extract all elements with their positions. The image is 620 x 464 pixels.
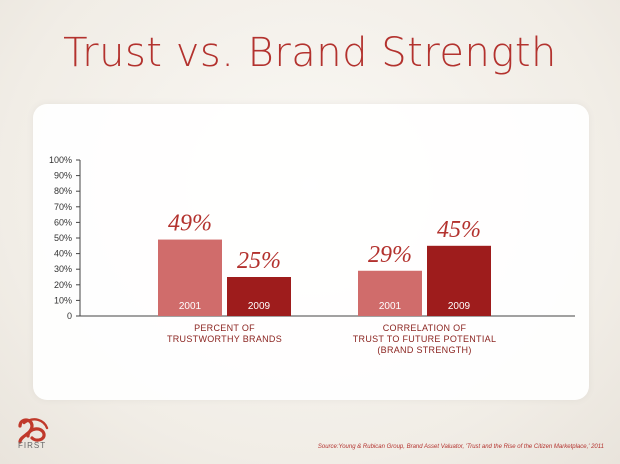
y-tick-label: 30% (54, 264, 72, 274)
bar-value-label: 29% (368, 242, 412, 268)
bar-2001 (158, 239, 222, 316)
category-label: TRUST TO FUTURE POTENTIAL (353, 334, 497, 344)
category-label: (BRAND STRENGTH) (377, 345, 471, 355)
y-tick-label: 50% (54, 233, 72, 243)
y-tick-label: 20% (54, 280, 72, 290)
bar-value-label: 49% (168, 211, 212, 237)
y-tick-label: 40% (54, 249, 72, 259)
bar-value-label: 45% (437, 217, 481, 243)
bar-year-label: 2009 (248, 301, 271, 312)
y-tick-label: 10% (54, 295, 72, 305)
bar-year-label: 2009 (448, 301, 471, 312)
bar-2001 (358, 270, 422, 316)
y-tick-label: 70% (54, 202, 72, 212)
y-tick-label: 100% (49, 155, 72, 165)
y-tick-label: 80% (54, 186, 72, 196)
logo-text: FIRST (18, 441, 47, 450)
chart-panel (33, 104, 589, 400)
page-title: Trust vs. Brand Strength (63, 30, 557, 76)
bar-year-label: 2001 (179, 301, 202, 312)
bar-2009 (427, 245, 491, 316)
source-citation: Source:Young & Rubican Group, Brand Asse… (317, 444, 604, 450)
bar-value-label: 25% (237, 248, 281, 274)
category-label: TRUSTWORTHY BRANDS (167, 334, 282, 344)
y-tick-label: 60% (54, 217, 72, 227)
bar-year-label: 2001 (379, 301, 402, 312)
category-label: PERCENT OF (194, 323, 255, 333)
bar-2009 (227, 277, 291, 316)
we-first-logo-icon (18, 418, 49, 444)
y-tick-label: 90% (54, 171, 72, 181)
category-label: CORRELATION OF (383, 323, 467, 333)
y-tick-label: 0 (67, 311, 72, 321)
